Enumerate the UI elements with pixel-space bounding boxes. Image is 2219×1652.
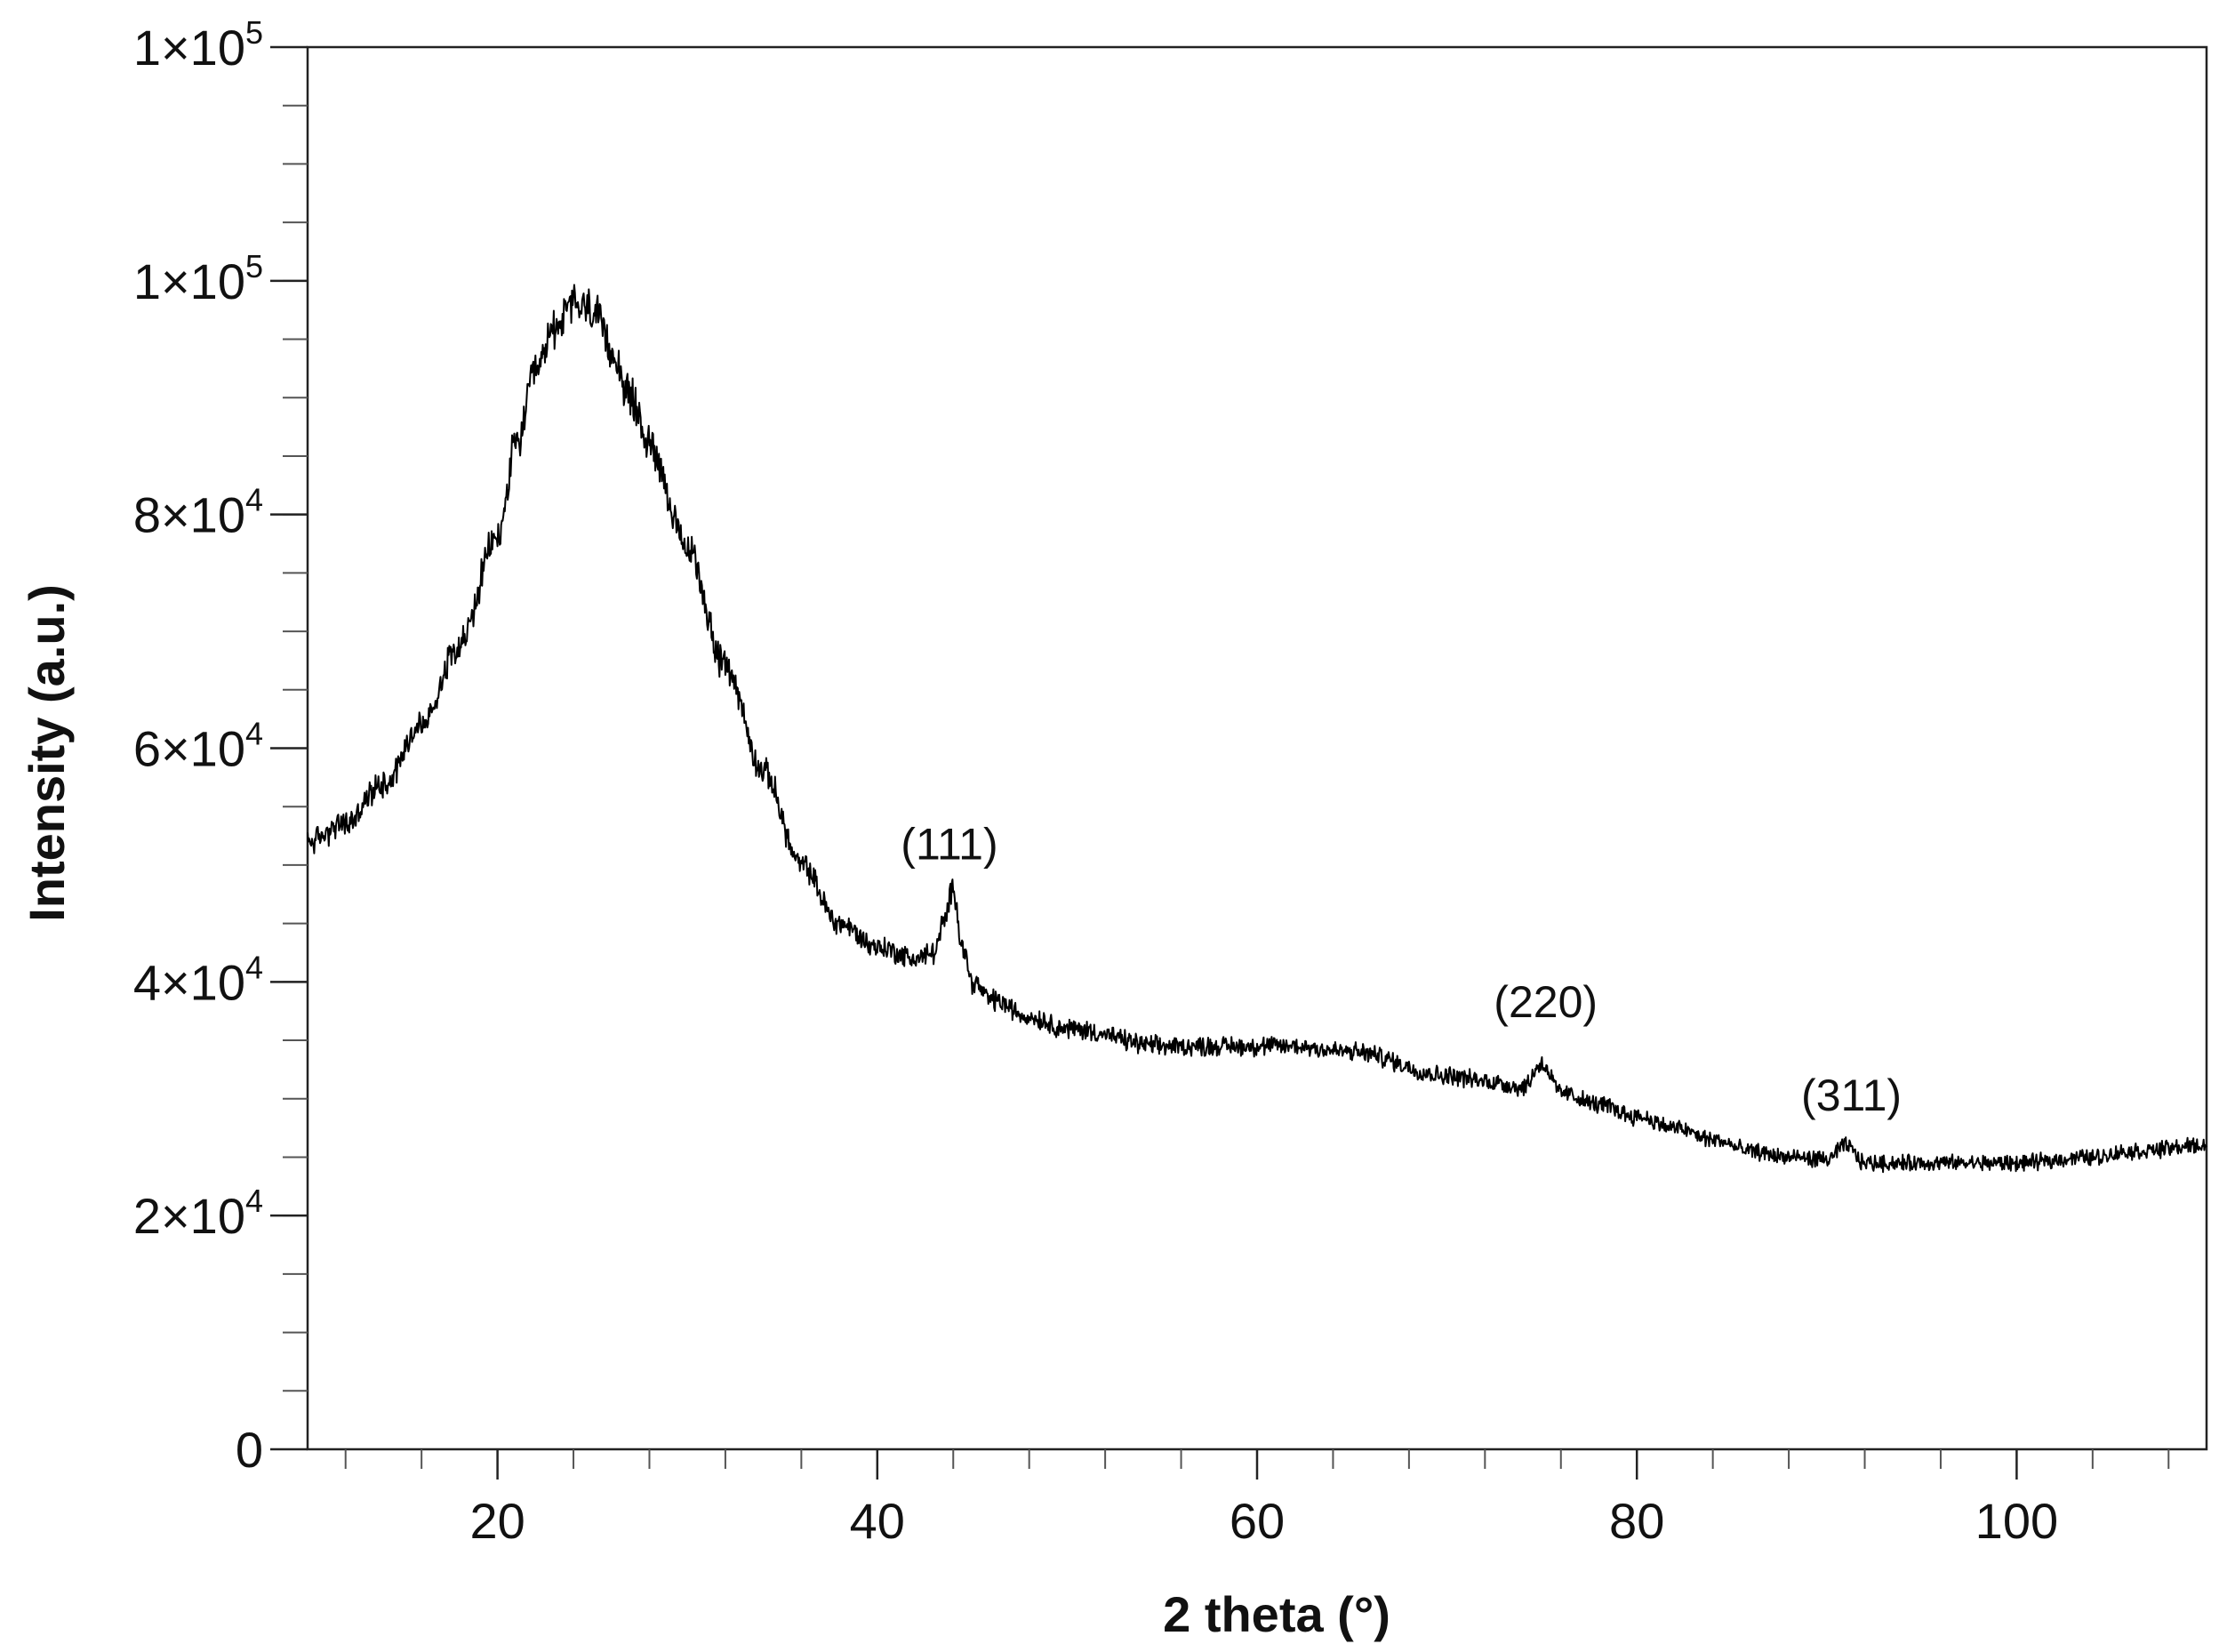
plot-frame: [306, 45, 2208, 1451]
y-tick-label: 1×105: [133, 14, 263, 76]
annotations: (111) (220) (311): [901, 819, 1902, 1120]
plot-area: [306, 45, 2208, 1451]
x-tick-label: 20: [469, 1493, 525, 1549]
x-tick-label: 60: [1230, 1493, 1285, 1549]
peak-annotation: (311): [1801, 1071, 1902, 1120]
y-tick-label: 6×104: [133, 716, 263, 777]
x-tick-label: 40: [850, 1493, 905, 1549]
y-tick-label: 2×104: [133, 1183, 263, 1244]
xrd-series-line: [307, 284, 2207, 1174]
y-tick-label: 8×104: [133, 482, 263, 543]
x-tick-label: 100: [1975, 1493, 2058, 1549]
x-tick-label: 80: [1609, 1493, 1664, 1549]
peak-annotation: (111): [901, 819, 997, 869]
y-tick-label: 4×104: [133, 949, 263, 1010]
minor-ticks: [283, 46, 2170, 1469]
peak-annotation: (220): [1494, 977, 1598, 1027]
y-axis: 0 2×104 4×104 6×104 8×104 1×105 1×105: [133, 14, 308, 1478]
y-tick-label: 1×105: [133, 248, 263, 309]
x-axis: 20 40 60 80 100: [469, 1449, 2058, 1549]
x-axis-title: 2 theta (°): [1163, 1586, 1390, 1642]
y-axis-title: Intensity (a.u.): [19, 584, 75, 922]
series-group: [307, 284, 2207, 1174]
y-tick-label: 0: [236, 1422, 263, 1478]
